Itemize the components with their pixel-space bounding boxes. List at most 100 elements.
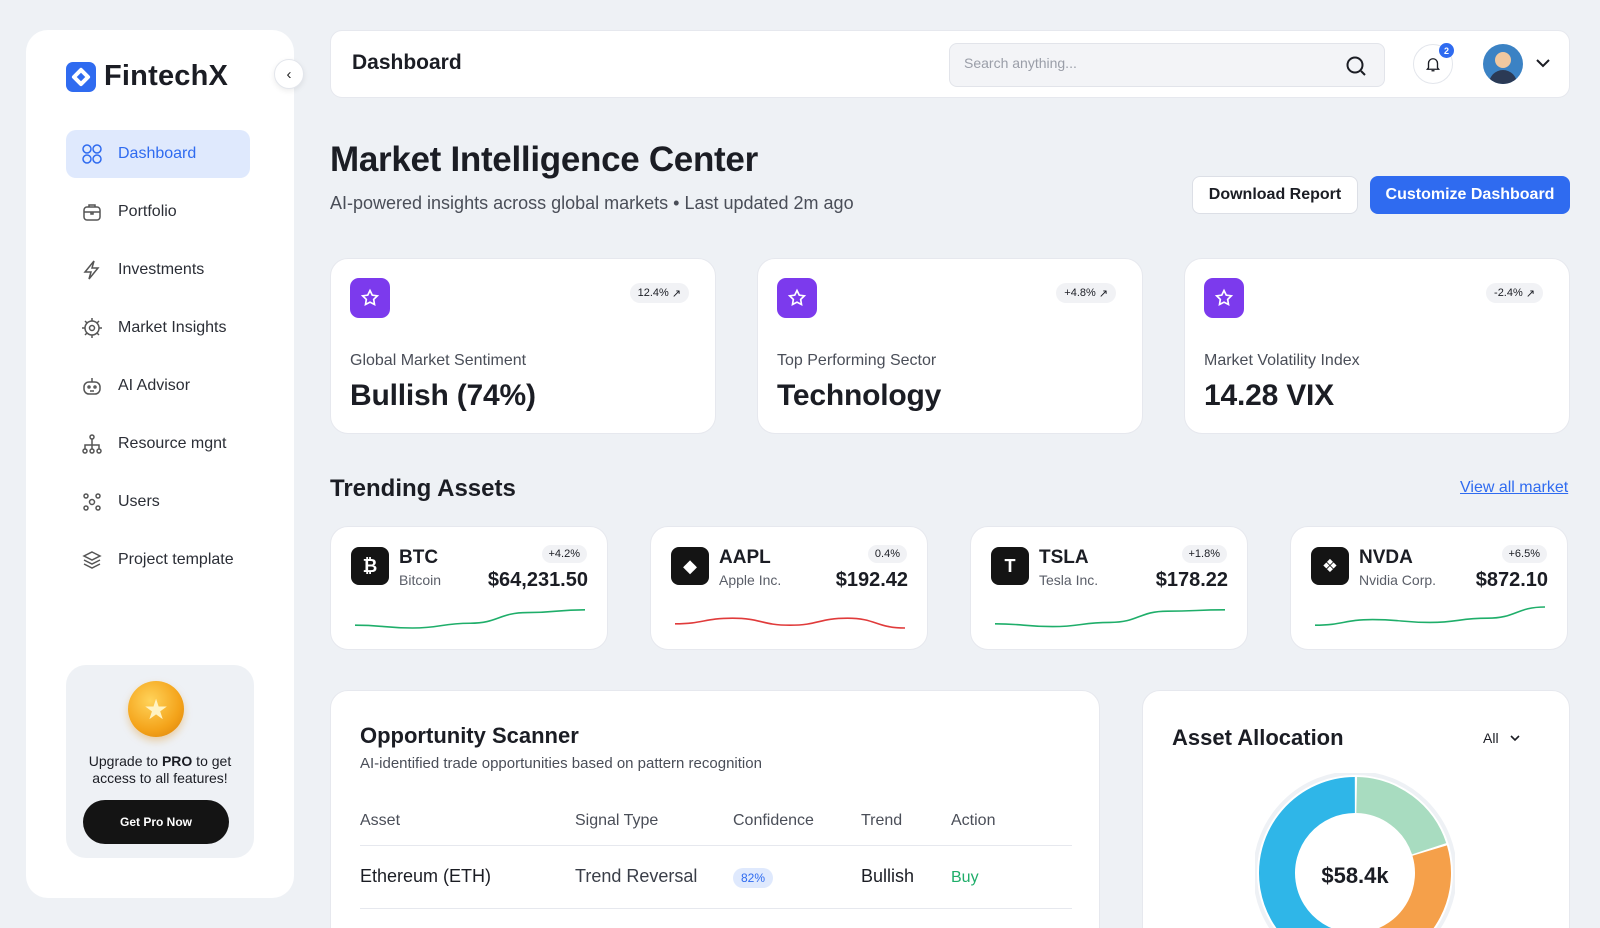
- donut-slice-1[interactable]: [1378, 845, 1451, 928]
- allocation-donut-chart: [1255, 773, 1455, 928]
- asset-price: $64,231.50: [487, 569, 588, 591]
- view-all-market-link[interactable]: View all market: [1460, 479, 1569, 496]
- kpi-label: Market Volatility Index: [1204, 352, 1360, 369]
- sidebar-item-investments[interactable]: Investments: [66, 246, 250, 294]
- sidebar-item-dashboard[interactable]: Dashboard: [66, 130, 250, 178]
- briefcase-icon: [81, 201, 103, 223]
- gear-chart-icon: [81, 317, 103, 339]
- tesla-icon: T: [991, 547, 1029, 585]
- customize-dashboard-button[interactable]: Customize Dashboard: [1370, 176, 1570, 214]
- sidebar-item-label: Portfolio: [118, 203, 177, 220]
- trend-cell: Bullish: [861, 845, 951, 909]
- donut-slice-2[interactable]: [1259, 777, 1377, 928]
- section-subtitle: AI-powered insights across global market…: [330, 193, 854, 213]
- notification-count-badge: 2: [1439, 43, 1454, 58]
- opportunity-scanner: Opportunity Scanner AI-identified trade …: [330, 690, 1100, 928]
- signal-cell: Trend Reversal: [575, 845, 733, 909]
- sidebar-item-label: Project template: [118, 551, 234, 568]
- promo-text: Upgrade to PRO to get access to all feat…: [88, 753, 232, 786]
- change-badge: +1.8%: [1181, 545, 1227, 563]
- change-badge: +4.8% ↗: [1056, 283, 1116, 303]
- page-title: Dashboard: [352, 51, 462, 74]
- asset-card-btc[interactable]: ₿ BTC Bitcoin +4.2% $64,231.50: [330, 526, 608, 650]
- scanner-table: Asset Signal Type Confidence Trend Actio…: [360, 797, 1072, 909]
- star-icon: [1204, 278, 1244, 318]
- confidence-cell: 82%: [733, 845, 861, 909]
- chevron-left-icon: ‹: [286, 65, 292, 83]
- sidebar-item-portfolio[interactable]: Portfolio: [66, 188, 250, 236]
- scanner-subtitle: AI-identified trade opportunities based …: [360, 755, 762, 772]
- arrow-up-right-icon: ↗: [671, 287, 681, 300]
- table-row[interactable]: Ethereum (ETH) Trend Reversal 82% Bullis…: [360, 845, 1072, 909]
- search-icon[interactable]: [1344, 54, 1368, 78]
- get-pro-button[interactable]: Get Pro Now: [83, 800, 229, 844]
- sidebar-item-label: Market Insights: [118, 319, 227, 336]
- kpi-value: 14.28 VIX: [1204, 379, 1334, 412]
- change-badge: +6.5%: [1501, 545, 1547, 563]
- sidebar-nav: Dashboard Portfolio Investments Market I…: [66, 130, 250, 594]
- asset-name: Nvidia Corp.: [1359, 572, 1437, 588]
- kpi-card-volatility[interactable]: -2.4% ↗ Market Volatility Index 14.28 VIX: [1184, 258, 1570, 434]
- asset-name: Bitcoin: [399, 572, 442, 588]
- asset-symbol: NVDA: [1359, 547, 1413, 568]
- hierarchy-icon: [81, 433, 103, 455]
- nvidia-icon: ❖: [1311, 547, 1349, 585]
- sidebar-item-label: Investments: [118, 261, 205, 278]
- sparkline: [994, 609, 1226, 628]
- asset-price: $178.22: [1155, 569, 1228, 591]
- kpi-card-sector[interactable]: +4.8% ↗ Top Performing Sector Technology: [757, 258, 1143, 434]
- allocation-filter-dropdown[interactable]: All: [1483, 730, 1521, 746]
- kpi-value: Technology: [777, 379, 942, 412]
- sparkline-path: [994, 609, 1226, 628]
- column-header[interactable]: Asset: [360, 797, 575, 846]
- kpi-label: Global Market Sentiment: [350, 352, 527, 369]
- robot-icon: [81, 375, 103, 397]
- sidebar-item-project-template[interactable]: Project template: [66, 536, 250, 584]
- lightning-icon: [81, 259, 103, 281]
- scanner-title: Opportunity Scanner: [360, 723, 579, 748]
- asset-card-tsla[interactable]: T TSLA Tesla Inc. +1.8% $178.22: [970, 526, 1248, 650]
- kpi-card-sentiment[interactable]: 12.4% ↗ Global Market Sentiment Bullish (…: [330, 258, 716, 434]
- asset-allocation: Asset Allocation All $58.4k: [1142, 690, 1570, 928]
- section-heading: Market Intelligence Center: [330, 140, 758, 179]
- notifications-button[interactable]: 2: [1413, 43, 1454, 84]
- search-input[interactable]: [964, 55, 1324, 71]
- sidebar-item-market-insights[interactable]: Market Insights: [66, 304, 250, 352]
- sidebar-item-label: Dashboard: [118, 145, 197, 162]
- star-coin-icon: ★: [128, 681, 184, 737]
- sparkline-path: [1314, 606, 1546, 626]
- sidebar-item-resource-mgnt[interactable]: Resource mgnt: [66, 420, 250, 468]
- asset-price: $192.42: [835, 569, 908, 591]
- change-badge: 12.4% ↗: [629, 283, 689, 303]
- chevron-down-icon[interactable]: [1533, 53, 1553, 73]
- layers-icon: [81, 549, 103, 571]
- change-badge: +4.2%: [541, 545, 587, 563]
- sidebar-item-ai-advisor[interactable]: AI Advisor: [66, 362, 250, 410]
- change-badge: -2.4% ↗: [1486, 283, 1543, 303]
- asset-symbol: TSLA: [1039, 547, 1089, 568]
- logo-icon: [66, 61, 96, 92]
- asset-card-aapl[interactable]: ◆ AAPL Apple Inc. 0.4% $192.42: [650, 526, 928, 650]
- app-logo[interactable]: FintechX: [66, 60, 228, 93]
- column-header[interactable]: Signal Type: [575, 797, 733, 846]
- column-header[interactable]: Action: [951, 797, 1072, 846]
- kpi-label: Top Performing Sector: [777, 352, 937, 369]
- column-header[interactable]: Confidence: [733, 797, 861, 846]
- buy-action[interactable]: Buy: [951, 869, 979, 886]
- allocation-total: $58.4k: [1321, 863, 1389, 888]
- download-report-button[interactable]: Download Report: [1192, 176, 1358, 214]
- column-header[interactable]: Trend: [861, 797, 951, 846]
- topbar: Dashboard 2: [330, 30, 1570, 98]
- star-icon: [350, 278, 390, 318]
- sidebar-item-users[interactable]: Users: [66, 478, 250, 526]
- avatar[interactable]: [1483, 44, 1523, 84]
- asset-card-nvda[interactable]: ❖ NVDA Nvidia Corp. +6.5% $872.10: [1290, 526, 1568, 650]
- asset-name: Tesla Inc.: [1039, 572, 1099, 588]
- sparkline: [354, 609, 586, 629]
- collapse-sidebar-button[interactable]: ‹: [274, 59, 304, 89]
- donut-slice-0[interactable]: [1355, 777, 1447, 856]
- asset-symbol: BTC: [399, 547, 439, 568]
- arrow-up-right-icon: ↗: [1098, 287, 1108, 300]
- star-icon: [777, 278, 817, 318]
- apple-icon: ◆: [671, 547, 709, 585]
